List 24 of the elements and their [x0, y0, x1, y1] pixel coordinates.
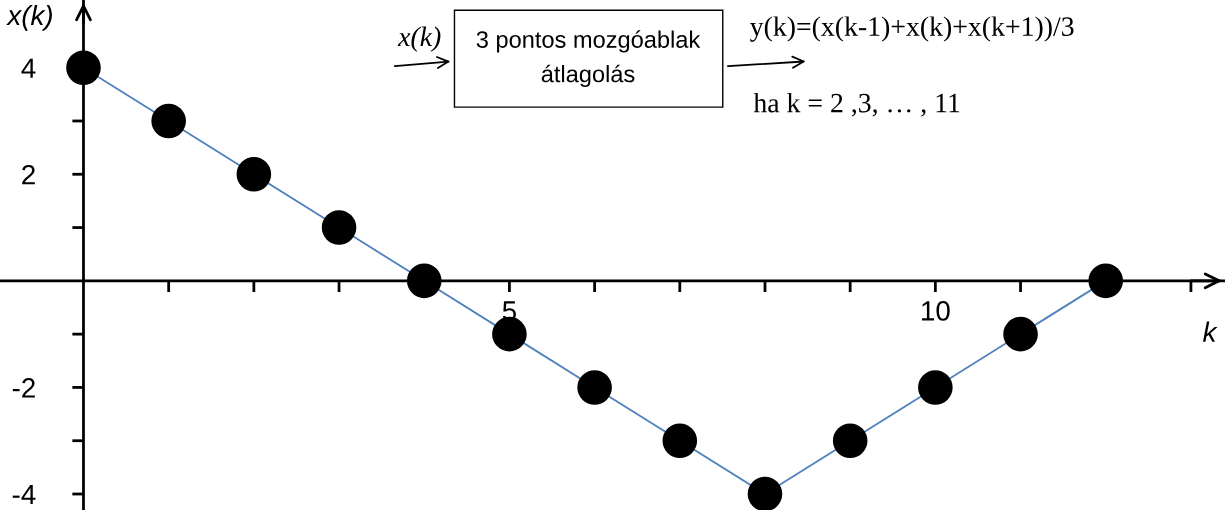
point [321, 210, 357, 245]
x-axis-title: k [1203, 321, 1218, 342]
y-tick-label: -2 [12, 378, 35, 398]
point [151, 103, 186, 139]
point [832, 423, 868, 459]
point [66, 50, 101, 85]
point [406, 263, 442, 299]
annotation: x(k) [397, 26, 441, 52]
point [662, 423, 698, 459]
annotation: y(k)=(x(k-1)+x(k)+x(k+1))/3 [750, 16, 1074, 42]
point [1088, 263, 1124, 299]
annotation: ha k = 2 ,3, … , 11 [753, 92, 960, 117]
x-tick-label: 10 [922, 301, 950, 321]
point [492, 316, 527, 352]
point [1003, 316, 1038, 352]
point [577, 370, 612, 405]
y-axis-title: x(k) [6, 4, 52, 31]
point [918, 370, 953, 405]
y-tick-label: 2 [22, 164, 35, 185]
point [236, 156, 272, 192]
y-tick-label: -4 [12, 484, 36, 505]
point [747, 476, 783, 510]
annotation: 3 pontos mozgóablak átlagolás [476, 30, 701, 88]
y-tick-label: 4 [21, 58, 36, 78]
